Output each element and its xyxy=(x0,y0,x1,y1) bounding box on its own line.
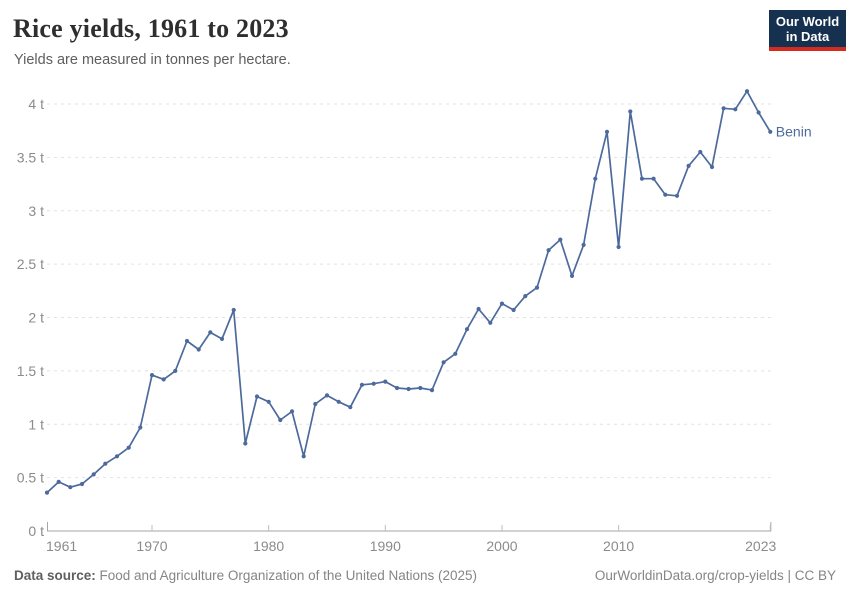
x-tick-label: 2023 xyxy=(745,538,776,554)
data-point xyxy=(68,485,73,490)
y-tick-label: 3.5 t xyxy=(17,149,44,165)
data-line xyxy=(46,90,772,494)
owid-logo-line2: in Data xyxy=(785,28,830,44)
data-point xyxy=(558,237,563,242)
data-point xyxy=(44,490,50,495)
data-point xyxy=(371,381,376,386)
data-point xyxy=(429,388,435,393)
data-point xyxy=(733,107,738,112)
data-point xyxy=(324,393,330,398)
x-tick-label: 1970 xyxy=(136,538,167,554)
x-tick-label: 1961 xyxy=(46,538,77,554)
data-point xyxy=(651,176,656,181)
x-tick-label: 2010 xyxy=(603,538,634,554)
data-point xyxy=(149,373,155,378)
data-point xyxy=(114,454,120,459)
data-point xyxy=(348,405,353,410)
data-point xyxy=(441,360,446,365)
data-point xyxy=(138,425,143,430)
data-point xyxy=(103,461,108,466)
data-point xyxy=(278,417,283,423)
data-point xyxy=(686,163,691,168)
data-point xyxy=(709,164,715,170)
y-tick-label: 0.5 t xyxy=(17,470,44,486)
x-tick-label: 1980 xyxy=(253,538,284,554)
data-source-note: Data source: Food and Agriculture Organi… xyxy=(14,568,477,583)
data-point xyxy=(184,338,190,344)
y-tick-label: 2.5 t xyxy=(17,256,44,272)
y-tick-label: 1 t xyxy=(28,416,44,432)
data-point xyxy=(581,242,586,247)
data-point xyxy=(604,129,610,134)
data-point xyxy=(698,149,703,155)
data-point xyxy=(161,377,166,382)
data-point xyxy=(219,336,225,341)
data-point xyxy=(254,394,260,399)
data-point xyxy=(523,294,528,299)
data-point xyxy=(499,301,505,306)
data-point xyxy=(464,327,470,332)
data-point xyxy=(628,109,633,114)
data-point xyxy=(243,441,248,446)
data-point xyxy=(208,330,213,335)
footer-credit: OurWorldinData.org/crop-yields | CC BY xyxy=(595,568,836,583)
data-point xyxy=(359,382,365,387)
data-point xyxy=(313,401,318,407)
data-point xyxy=(406,386,411,392)
page-title: Rice yields, 1961 to 2023 xyxy=(13,14,289,43)
data-point xyxy=(453,351,458,356)
owid-logo-line1: Our World xyxy=(775,13,840,29)
x-tick-label: 2000 xyxy=(486,538,517,554)
data-point xyxy=(546,248,551,253)
data-point xyxy=(418,385,423,391)
data-point xyxy=(663,192,668,197)
data-point xyxy=(79,481,85,487)
footer-separator: | xyxy=(783,568,795,583)
y-tick-label: 3 t xyxy=(28,203,44,219)
data-point xyxy=(593,176,598,181)
data-point xyxy=(56,479,61,484)
owid-logo: Our World in Data xyxy=(769,10,846,51)
data-source-text: Food and Agriculture Organization of the… xyxy=(95,568,478,583)
data-point xyxy=(639,176,645,181)
data-point xyxy=(756,110,761,115)
data-point xyxy=(476,306,481,312)
footer-url: OurWorldinData.org/crop-yields xyxy=(594,568,784,583)
data-point xyxy=(196,347,201,352)
data-point xyxy=(289,409,295,414)
series-end-label: Benin xyxy=(776,123,812,139)
data-point xyxy=(336,399,341,404)
data-point xyxy=(511,307,516,313)
y-tick-label: 2 t xyxy=(28,310,44,326)
data-point xyxy=(721,106,726,111)
data-point xyxy=(488,320,493,325)
data-point xyxy=(616,244,621,250)
data-point xyxy=(768,129,773,134)
data-point xyxy=(744,89,750,94)
data-point xyxy=(301,454,306,459)
data-point xyxy=(231,307,236,313)
data-point xyxy=(674,193,680,198)
y-tick-label: 1.5 t xyxy=(17,363,44,379)
y-tick-label: 0 t xyxy=(28,523,44,539)
data-point xyxy=(173,368,178,373)
page-subtitle: Yields are measured in tonnes per hectar… xyxy=(14,52,291,68)
x-tick-label: 1990 xyxy=(370,538,401,554)
data-point xyxy=(266,399,271,404)
footer-license: CC BY xyxy=(794,568,836,583)
data-point xyxy=(91,472,96,477)
data-point xyxy=(569,273,575,278)
y-tick-label: 4 t xyxy=(28,96,44,112)
data-point xyxy=(383,379,388,384)
data-source-label: Data source: xyxy=(14,568,96,583)
data-point xyxy=(394,385,400,391)
chart-footer: Data source: Food and Agriculture Organi… xyxy=(14,568,836,583)
data-point xyxy=(126,445,131,450)
data-point xyxy=(534,285,540,290)
